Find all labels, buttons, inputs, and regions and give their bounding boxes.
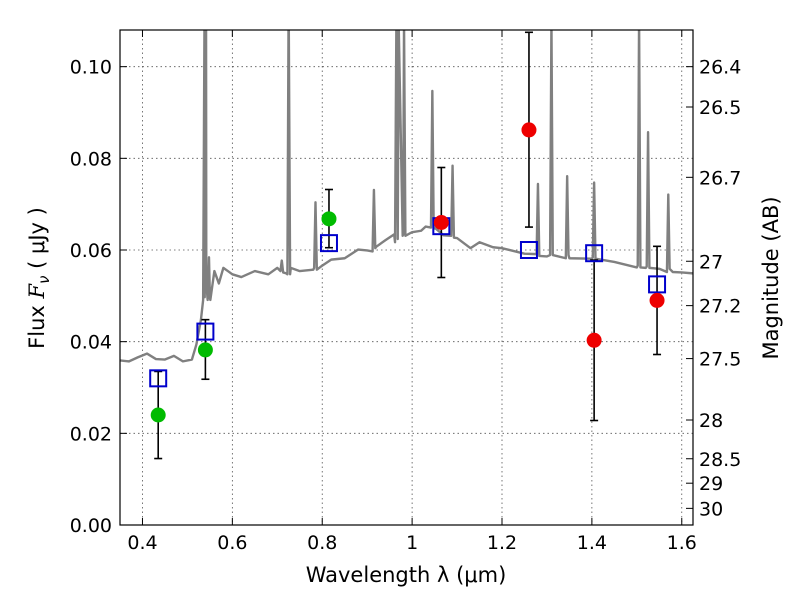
model-photometry-boxes [149, 217, 667, 388]
y2-tick-label: 28 [699, 410, 723, 432]
observed-point [321, 211, 337, 227]
y-tick-label: 0.10 [70, 57, 112, 79]
model-photometry-box [519, 241, 538, 259]
x-tick-label: 1.4 [577, 532, 607, 554]
observed-point [649, 292, 665, 308]
y-tick-label: 0.04 [70, 332, 112, 354]
model-photometry-box [585, 244, 604, 263]
model-spectrum [120, 30, 693, 363]
y-tick-label: 0.00 [70, 515, 112, 537]
error-bars [154, 31, 662, 460]
observed-points [150, 122, 665, 423]
y2-axis-label: Magnitude (AB) [759, 196, 783, 359]
observed-point [521, 122, 537, 138]
y-axis-ticks: 0.00 0.02 0.04 0.06 0.08 0.10 [70, 57, 127, 537]
y2-tick-label: 28.5 [699, 449, 741, 471]
y-axis-label: Flux Fν ( μJy ) [25, 207, 53, 349]
y2-tick-label: 27.5 [699, 349, 741, 371]
y2-axis-ticks: 26.4 26.5 26.7 27 27.2 27.5 28 28.529 30 [686, 57, 741, 520]
plot-frame [119, 29, 694, 526]
observed-point [433, 215, 449, 230]
y-axis-label-prefix: Flux [25, 299, 49, 349]
x-tick-label: 1.2 [487, 532, 517, 554]
model-photometry-box [648, 275, 667, 294]
y-tick-label: 0.08 [70, 148, 112, 170]
y-tick-label: 0.02 [70, 423, 112, 445]
observed-point [150, 407, 166, 423]
y-axis-label-sub: ν [35, 276, 53, 284]
y2-tick-label: 29 [699, 473, 723, 495]
y-axis-label-suffix: ( μJy ) [25, 207, 49, 275]
model-photometry-box [196, 322, 215, 341]
model-spectrum-line [120, 30, 693, 363]
model-photometry-box [319, 234, 338, 253]
x-tick-label: 0.4 [127, 532, 157, 554]
y-axis-label-var: F [25, 283, 49, 300]
observed-point [586, 332, 602, 348]
y-tick-label: 0.06 [70, 240, 112, 262]
y2-tick-label: 26.4 [699, 57, 741, 79]
y2-tick-label: 26.7 [699, 167, 741, 189]
observed-point [197, 342, 213, 358]
model-photometry-box [149, 369, 168, 388]
x-tick-label: 1.6 [667, 532, 697, 554]
x-tick-label: 0.8 [307, 532, 337, 554]
x-axis-ticks: 0.4 0.6 0.8 1 1.2 1.4 1.6 [127, 30, 697, 554]
y2-tick-label: 27.2 [699, 296, 741, 318]
x-tick-label: 1 [406, 532, 418, 554]
x-axis-label: Wavelength λ (μm) [306, 563, 507, 587]
y2-tick-label: 30 [699, 498, 723, 520]
y2-tick-label: 27 [699, 251, 723, 273]
y2-tick-label: 26.5 [699, 97, 741, 119]
x-tick-label: 0.6 [217, 532, 247, 554]
